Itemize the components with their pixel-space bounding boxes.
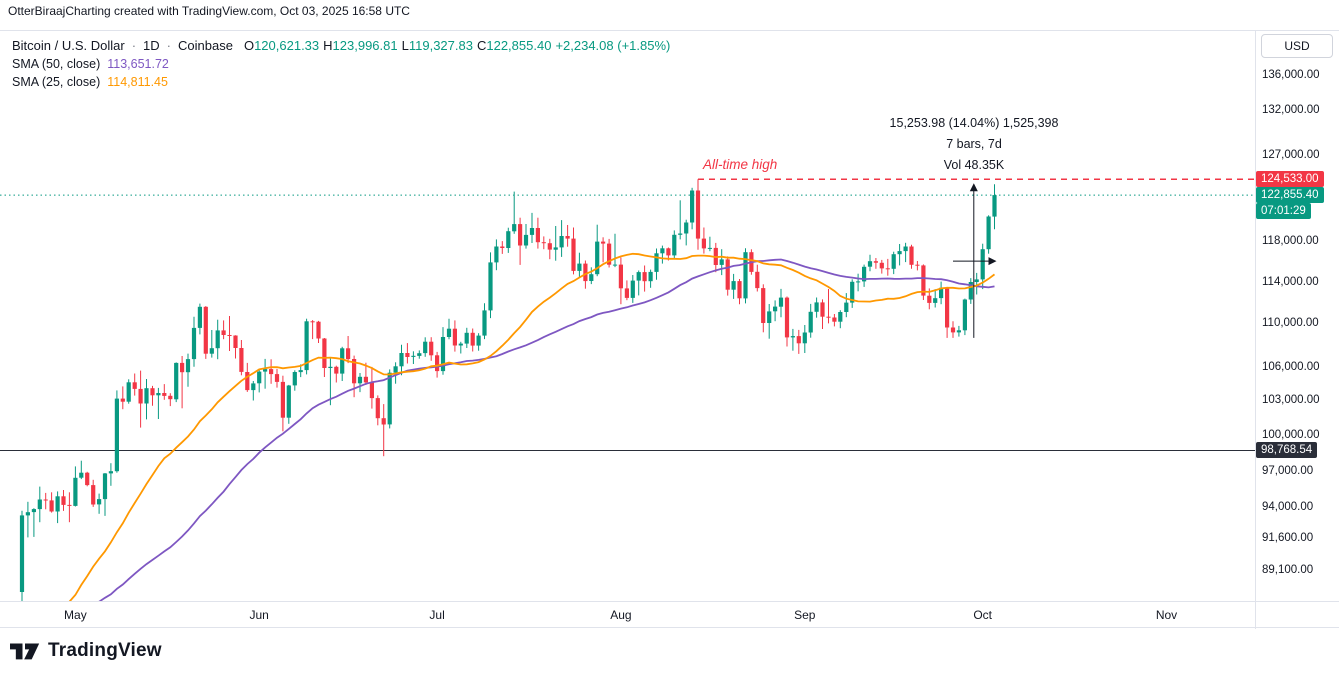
price-tick-label: 106,000.00 xyxy=(1262,360,1320,373)
hline-price-badge: 98,768.54 xyxy=(1256,442,1318,459)
legend-separator: · xyxy=(131,38,137,53)
chart-legend: Bitcoin / U.S. Dollar · 1D · Coinbase O1… xyxy=(12,38,670,93)
month-tick-label: Sep xyxy=(794,608,816,622)
change-value: +2,234.08 (+1.85%) xyxy=(555,38,671,53)
high-label: H xyxy=(323,38,333,53)
time-axis[interactable]: May Jun Jul Aug Sep Oct Nov xyxy=(0,602,1255,629)
price-tick-label: 110,000.00 xyxy=(1262,317,1319,330)
price-tick-label: 132,000.00 xyxy=(1262,104,1320,117)
month-tick-label: Jul xyxy=(429,608,445,622)
measure-price-change: 15,253.98 (14.04%) 1,525,398 xyxy=(889,116,1059,130)
price-tick-label: 89,100.00 xyxy=(1262,564,1314,577)
sma50-label: SMA (50, close) xyxy=(12,57,101,71)
attribution-text: OtterBiraajCharting created with Trading… xyxy=(8,4,410,18)
price-tick-label: 118,000.00 xyxy=(1262,235,1319,248)
price-tick-label: 103,000.00 xyxy=(1262,394,1320,407)
tradingview-logo-icon xyxy=(10,643,40,660)
footer-branding[interactable]: TradingView xyxy=(10,639,162,663)
price-axis-divider xyxy=(1255,31,1256,629)
price-tick-label: 97,000.00 xyxy=(1262,464,1314,477)
price-tick-label: 114,000.00 xyxy=(1262,275,1319,288)
high-value: 123,996.81 xyxy=(332,38,398,53)
open-value: 120,621.33 xyxy=(254,38,320,53)
chart-pane: Bitcoin / U.S. Dollar · 1D · Coinbase O1… xyxy=(0,30,1339,629)
measure-bars-duration: 7 bars, 7d xyxy=(946,137,1002,151)
tradingview-wordmark: TradingView xyxy=(48,640,162,661)
sma25-value: 114,811.45 xyxy=(107,75,168,89)
price-tick-label: 127,000.00 xyxy=(1262,149,1320,162)
all-time-high-annotation[interactable]: All-time high xyxy=(703,157,778,172)
price-chart[interactable] xyxy=(0,31,1255,601)
sma50-legend-row[interactable]: SMA (50, close) 113,651.72 xyxy=(12,57,670,71)
symbol-name: Bitcoin / U.S. Dollar xyxy=(12,38,125,53)
close-label: C xyxy=(476,38,487,53)
currency-toggle-button[interactable]: USD xyxy=(1261,34,1333,58)
sma50-value: 113,651.72 xyxy=(107,57,169,71)
time-axis-divider xyxy=(0,601,1339,602)
month-tick-label: Nov xyxy=(1155,608,1178,622)
month-tick-label: Aug xyxy=(610,608,632,622)
measure-volume: Vol 48.35K xyxy=(943,158,1005,172)
price-axis[interactable]: 136,000.00 132,000.00 127,000.00 118,000.00… xyxy=(1256,31,1339,601)
month-tick-label: Jun xyxy=(249,608,269,622)
last-price-badge: 122,855.40 xyxy=(1256,187,1324,204)
interval-label: 1D xyxy=(143,38,160,53)
open-label: O xyxy=(243,38,255,53)
close-value: 122,855.40 xyxy=(486,38,552,53)
price-tick-label: 100,000.00 xyxy=(1262,428,1320,441)
symbol-legend-row[interactable]: Bitcoin / U.S. Dollar · 1D · Coinbase O1… xyxy=(12,38,670,53)
bar-countdown-badge: 07:01:29 xyxy=(1256,203,1311,220)
exchange-label: Coinbase xyxy=(178,38,233,53)
month-tick-label: Oct xyxy=(973,608,992,622)
sma25-label: SMA (25, close) xyxy=(12,75,101,89)
price-tick-label: 91,600.00 xyxy=(1262,531,1314,544)
sma25-legend-row[interactable]: SMA (25, close) 114,811.45 xyxy=(12,75,670,89)
low-value: 119,327.83 xyxy=(408,38,473,53)
month-tick-label: May xyxy=(64,608,87,622)
low-label: L xyxy=(401,38,409,53)
price-tick-label: 94,000.00 xyxy=(1262,501,1314,514)
ath-price-badge: 124,533.00 xyxy=(1256,171,1324,188)
legend-separator: · xyxy=(166,38,172,53)
price-tick-label: 136,000.00 xyxy=(1262,69,1320,82)
ohlc-values: O120,621.33 H123,996.81 L119,327.83 C122… xyxy=(244,38,670,53)
measure-tool-label[interactable]: 15,253.98 (14.04%) 1,525,398 7 bars, 7d … xyxy=(890,113,1059,176)
